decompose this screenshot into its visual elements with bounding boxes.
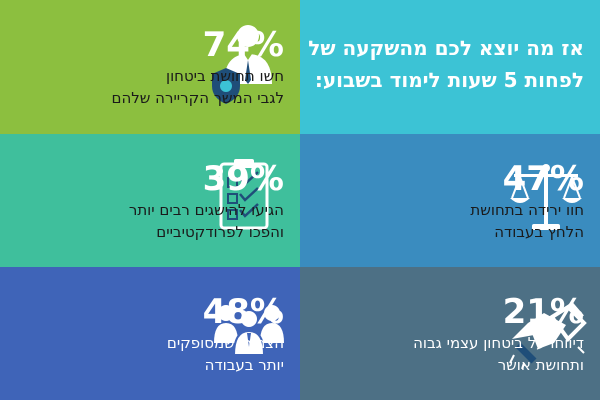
stat-goals-text: 39% הגיעו להישגים רבים יותר והפכו לפרודק… bbox=[129, 160, 284, 242]
stat-satisfied-card: 48% הצהירו שמסופקים יותר בעבודה bbox=[0, 267, 300, 400]
stat-stress-value: 47% bbox=[502, 159, 584, 199]
scales-icon bbox=[508, 162, 584, 234]
stat-career-value: 74% bbox=[202, 25, 284, 65]
handshake-icon bbox=[508, 299, 588, 369]
stat-stress-line2: הלחץ בעבודה bbox=[494, 223, 584, 241]
stat-goals-line2: והפכו לפרודקטיביים bbox=[156, 223, 284, 241]
stat-stress-line1: חוו ירידה בתחושת bbox=[470, 201, 584, 219]
team-icon bbox=[214, 299, 284, 357]
stat-satisfied-text: 48% הצהירו שמסופקים יותר בעבודה bbox=[167, 293, 284, 375]
heading-card: אז מה יוצא לכם מהשקעה של לפחות 5 שעות לי… bbox=[300, 0, 600, 134]
stat-satisfied-value: 48% bbox=[202, 292, 284, 332]
stat-career-card: 74% חשו תחושת ביטחון לגבי המשך הקריירה ש… bbox=[0, 0, 300, 134]
heading-line1: אז מה יוצא לכם מהשקעה של bbox=[308, 36, 584, 60]
stat-career-line2: לגבי המשך הקריירה שלהם bbox=[111, 89, 285, 107]
stat-stress-text: 47% חוו ירידה בתחושת הלחץ בעבודה bbox=[470, 160, 584, 242]
page-heading: אז מה יוצא לכם מהשקעה של לפחות 5 שעות לי… bbox=[308, 32, 584, 96]
heading-line2: לפחות 5 שעות לימוד בשבוע: bbox=[314, 68, 584, 92]
stat-confidence-line1: דיווחו על ביטחון עצמי גבוה bbox=[413, 334, 584, 352]
stat-satisfied-line1: הצהירו שמסופקים bbox=[166, 334, 284, 352]
stat-goals-card: 39% הגיעו להישגים רבים יותר והפכו לפרודק… bbox=[0, 134, 300, 267]
stat-confidence-card: 21% דיווחו על ביטחון עצמי גבוה ותחושת או… bbox=[300, 267, 600, 400]
stat-career-line1: חשו תחושת ביטחון bbox=[165, 67, 284, 85]
stat-confidence-value: 21% bbox=[502, 292, 584, 332]
stat-confidence-text: 21% דיווחו על ביטחון עצמי גבוה ותחושת או… bbox=[413, 293, 584, 375]
person-shield-icon bbox=[210, 22, 272, 104]
stat-confidence-line2: ותחושת אושר bbox=[497, 356, 584, 374]
stat-stress-card: 47% חוו ירידה בתחושת הלחץ בעבודה bbox=[300, 134, 600, 267]
checklist-icon bbox=[218, 156, 270, 230]
stat-goals-value: 39% bbox=[202, 159, 284, 199]
stat-goals-line1: הגיעו להישגים רבים יותר bbox=[128, 201, 284, 219]
stat-career-text: 74% חשו תחושת ביטחון לגבי המשך הקריירה ש… bbox=[112, 26, 285, 108]
stat-satisfied-line2: יותר בעבודה bbox=[204, 356, 284, 374]
